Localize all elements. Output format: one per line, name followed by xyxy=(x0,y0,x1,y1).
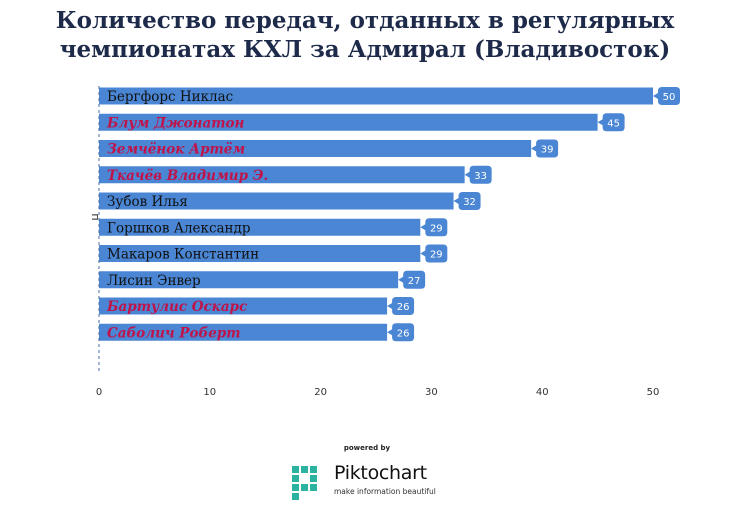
x-axis: п 0 10 20 30 40 50 xyxy=(89,86,659,398)
x-tick-label: 20 xyxy=(314,387,327,398)
value-badge xyxy=(387,323,415,342)
value-badge xyxy=(597,113,625,132)
bar-category-label: Горшков Александр xyxy=(107,220,251,236)
piktochart-brand: Piktochart xyxy=(334,462,427,484)
bars-layer: Бергфорс Никлас 50 Блум Джонатон 45 Земчёнок… xyxy=(99,87,680,342)
x-tick-label: 40 xyxy=(536,387,549,398)
bar xyxy=(99,218,421,236)
bar-category-label: Макаров Константин xyxy=(107,247,259,263)
value-badge xyxy=(387,297,415,315)
value-badge xyxy=(464,165,492,184)
bar-chart: Бергфорс Никлас 50 Блум Джонатон 45 Земчёнок… xyxy=(89,86,680,398)
bar-category-label: Саболич Роберт xyxy=(107,325,241,341)
value-badge xyxy=(531,139,559,158)
x-tick-label: 10 xyxy=(203,387,216,398)
bar xyxy=(99,271,399,289)
bar-value-label: 45 xyxy=(607,118,620,129)
value-badge xyxy=(453,192,481,210)
bar-value-label: 32 xyxy=(463,197,476,208)
bar-category-label: Лисин Энвер xyxy=(107,273,201,289)
bar-category-label: Блум Джонатон xyxy=(106,115,245,131)
bar xyxy=(99,323,388,341)
bar-category-label: Зубов Илья xyxy=(107,194,188,210)
bar xyxy=(99,245,421,262)
x-tick-label: 50 xyxy=(647,387,660,398)
bar-category-label: Бергфорс Никлас xyxy=(107,89,233,105)
x-tick-label: 0 xyxy=(96,387,102,398)
bar-value-label: 29 xyxy=(430,250,443,261)
piktochart-tagline: make information beautiful xyxy=(334,487,436,496)
bar-category-label: Бартулис Оскарс xyxy=(106,299,247,315)
bar xyxy=(99,297,388,315)
bar-value-label: 26 xyxy=(397,302,410,313)
bar-value-label: 26 xyxy=(397,328,410,339)
piktochart-logo-icon xyxy=(292,466,317,500)
chart-title: Количество передач, отданных в регулярны… xyxy=(55,7,675,63)
bar-value-label: 29 xyxy=(430,223,443,234)
x-tick-label: 30 xyxy=(425,387,438,398)
bar xyxy=(99,140,532,157)
bar xyxy=(99,166,465,184)
value-badge xyxy=(420,218,448,237)
powered-by-text: powered by xyxy=(343,444,391,452)
value-badge xyxy=(653,87,680,105)
bar xyxy=(99,113,598,131)
bar-category-label: Ткачёв Владимир Э. xyxy=(107,168,268,184)
piktochart-footer: powered by Piktochart make information b… xyxy=(0,440,730,500)
bar-category-label: Земчёнок Артём xyxy=(107,142,245,158)
bar-value-label: 39 xyxy=(541,145,554,156)
bar-value-label: 27 xyxy=(408,276,421,287)
bar-value-label: 50 xyxy=(663,92,676,103)
value-badge xyxy=(420,244,448,263)
bar xyxy=(99,192,454,210)
bar xyxy=(99,87,653,105)
y-axis-label: п xyxy=(89,213,102,220)
bar-value-label: 33 xyxy=(474,171,487,182)
value-badge xyxy=(398,270,426,289)
